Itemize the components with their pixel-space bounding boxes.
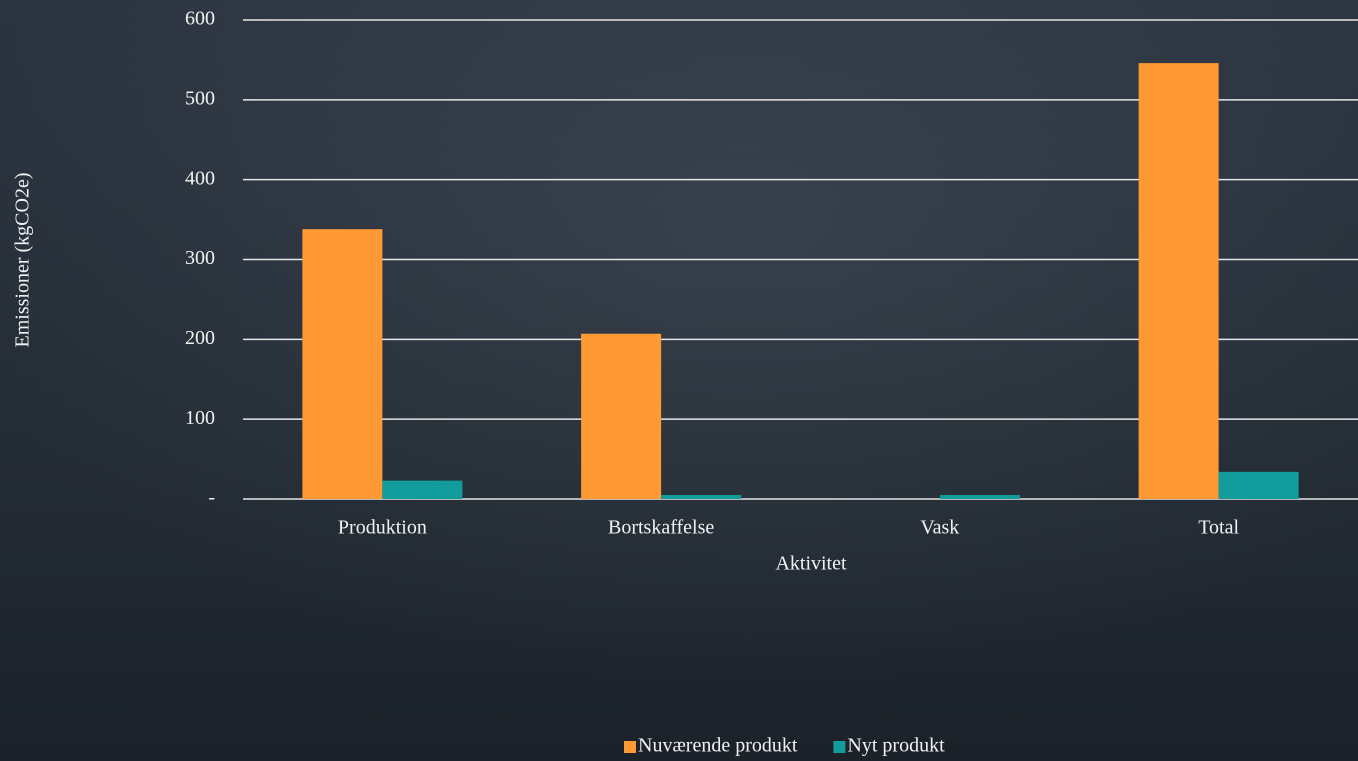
legend-label: Nyt produkt (847, 735, 945, 757)
x-tick-label: Total (1198, 517, 1239, 539)
legend-label: Nuværende produkt (638, 735, 798, 757)
x-tick-label: Produktion (338, 517, 427, 539)
y-tick-label: 500 (185, 87, 215, 109)
y-tick-label: 300 (185, 247, 215, 269)
legend-swatch (624, 741, 636, 753)
bar (939, 495, 1020, 499)
y-tick-label: - (208, 487, 215, 509)
legend-swatch (833, 741, 846, 753)
bar (382, 480, 463, 499)
y-axis-title: Emissioner (kgCO2e) (12, 173, 34, 348)
bar (1218, 471, 1299, 499)
bar (1138, 63, 1219, 500)
bar (661, 495, 742, 499)
x-axis-title: Aktivitet (775, 553, 847, 575)
bar (581, 333, 662, 499)
y-tick-label: 400 (185, 167, 215, 189)
y-tick-label: 100 (185, 407, 215, 429)
x-tick-label: Vask (920, 517, 959, 539)
y-tick-label: 600 (185, 8, 215, 30)
x-tick-label: Bortskaffelse (608, 517, 714, 539)
bar (302, 229, 383, 499)
y-tick-label: 200 (185, 327, 215, 349)
